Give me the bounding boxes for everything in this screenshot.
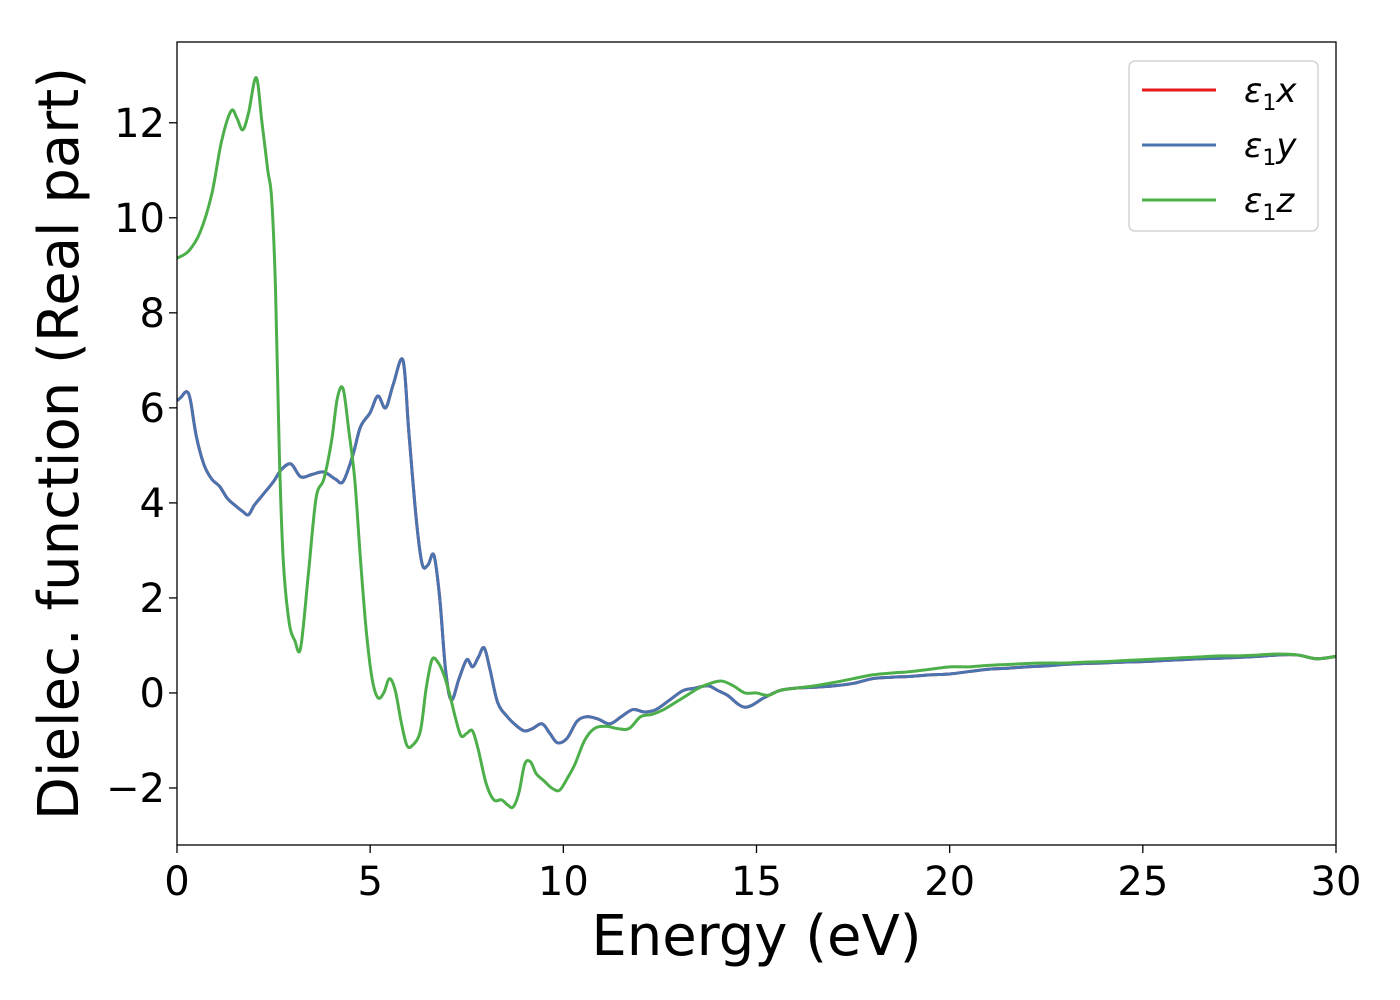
x-tick-label: 0	[164, 859, 189, 905]
legend-label-z: ε1z	[1244, 181, 1295, 226]
legend-label-x: ε1x	[1244, 71, 1297, 116]
x-tick-label: 25	[1117, 859, 1168, 905]
x-tick-label: 5	[357, 859, 382, 905]
y-tick-label: 2	[140, 576, 165, 622]
y-tick-label: −2	[106, 766, 165, 812]
legend: ε1x ε1y ε1z	[1128, 60, 1319, 232]
x-tick-label: 10	[538, 859, 589, 905]
series-layer	[177, 76, 1336, 810]
series-line-z	[177, 76, 1336, 810]
y-axis-ticks: −2 0 2 4 6 8 10 12	[106, 101, 177, 812]
x-axis-title: Energy (eV)	[591, 904, 921, 969]
series-line-y	[177, 357, 1336, 745]
x-tick-label: 30	[1311, 859, 1362, 905]
x-tick-label: 20	[924, 859, 975, 905]
y-tick-label: 4	[140, 481, 165, 527]
y-tick-label: 6	[140, 386, 165, 432]
x-tick-label: 15	[731, 859, 782, 905]
legend-label-y: ε1y	[1244, 126, 1297, 171]
y-tick-label: 0	[140, 671, 165, 717]
y-tick-label: 12	[114, 101, 165, 147]
legend-box	[1128, 60, 1319, 232]
y-axis-title: Dielec. function (Real part)	[27, 67, 92, 820]
y-tick-label: 8	[140, 291, 165, 337]
y-tick-label: 10	[114, 196, 165, 242]
series-line-x	[177, 357, 1336, 745]
x-axis-ticks: 0 5 10 15 20 25 30	[164, 845, 1361, 905]
